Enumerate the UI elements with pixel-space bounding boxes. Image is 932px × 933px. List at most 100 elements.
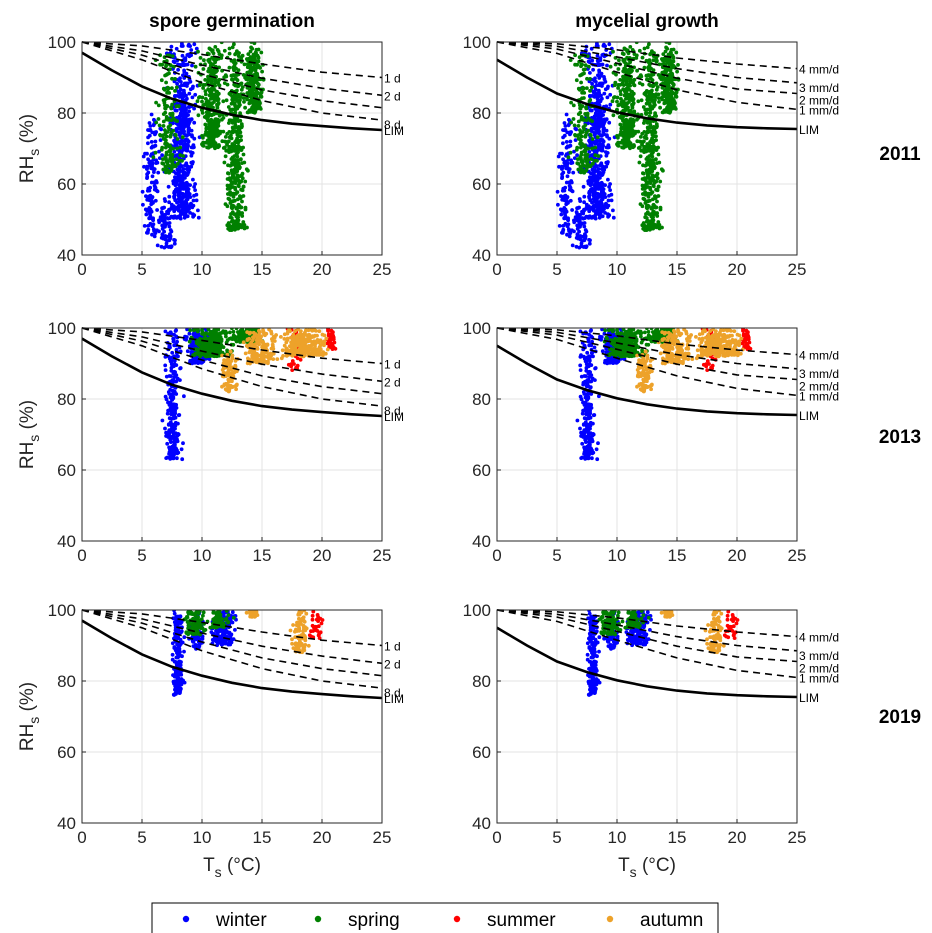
- point-winter: [595, 44, 600, 48]
- point-winter: [576, 236, 581, 241]
- point-autumn: [298, 344, 303, 349]
- point-winter: [153, 229, 157, 234]
- point-winter: [187, 331, 192, 336]
- point-autumn: [255, 354, 260, 358]
- point-winter: [588, 198, 593, 203]
- point-summer: [286, 362, 291, 367]
- point-winter: [157, 156, 162, 161]
- point-spring: [222, 48, 227, 53]
- point-spring: [207, 46, 212, 51]
- point-winter: [184, 144, 189, 149]
- point-winter: [178, 149, 182, 154]
- point-spring: [239, 223, 243, 228]
- point-winter: [596, 130, 600, 134]
- point-autumn: [267, 328, 271, 332]
- point-spring: [173, 133, 178, 138]
- point-winter: [597, 200, 602, 205]
- y-tick-label: 60: [57, 461, 76, 480]
- point-spring: [227, 171, 231, 176]
- point-winter: [150, 201, 155, 206]
- point-winter: [587, 241, 592, 246]
- point-winter: [593, 127, 598, 132]
- point-winter: [178, 127, 183, 132]
- point-spring: [160, 62, 165, 67]
- point-autumn: [274, 333, 278, 337]
- point-winter: [593, 212, 598, 217]
- point-spring: [192, 328, 196, 333]
- point-spring: [168, 134, 173, 139]
- point-winter: [560, 188, 565, 193]
- point-winter: [226, 630, 231, 635]
- point-winter: [607, 136, 612, 141]
- point-autumn: [325, 347, 330, 352]
- point-autumn: [289, 335, 293, 340]
- point-spring: [163, 141, 168, 146]
- point-spring: [201, 135, 205, 140]
- point-winter: [180, 97, 185, 101]
- point-spring: [220, 117, 224, 122]
- point-winter: [150, 130, 155, 135]
- point-spring: [204, 114, 209, 118]
- point-winter: [168, 330, 173, 335]
- point-winter: [580, 216, 584, 220]
- point-autumn: [322, 339, 326, 344]
- point-spring: [240, 199, 244, 204]
- point-winter: [176, 432, 181, 436]
- point-spring: [217, 611, 221, 616]
- point-winter: [574, 127, 579, 132]
- point-winter: [604, 150, 608, 155]
- point-winter: [170, 422, 175, 427]
- point-spring: [228, 178, 233, 183]
- point-spring: [251, 65, 256, 70]
- point-winter: [192, 185, 197, 189]
- point-winter: [568, 139, 573, 144]
- point-autumn: [279, 335, 283, 339]
- point-spring: [170, 76, 174, 81]
- point-spring: [242, 223, 247, 227]
- point-spring: [215, 68, 219, 73]
- point-spring: [161, 161, 166, 166]
- point-winter: [572, 149, 576, 154]
- point-summer: [326, 328, 330, 331]
- point-winter: [588, 176, 593, 181]
- point-winter: [155, 208, 160, 212]
- point-winter: [167, 416, 172, 421]
- point-winter: [176, 421, 180, 426]
- point-winter: [169, 244, 174, 249]
- point-spring: [259, 50, 264, 55]
- x-tick-label: 25: [373, 828, 392, 847]
- point-winter: [180, 181, 185, 186]
- point-winter: [565, 216, 569, 221]
- point-spring: [164, 134, 169, 139]
- point-winter: [200, 637, 205, 641]
- point-spring: [253, 107, 258, 111]
- point-spring: [200, 95, 205, 100]
- point-spring: [231, 60, 236, 65]
- point-winter: [150, 216, 154, 221]
- point-autumn: [311, 328, 315, 332]
- point-winter: [184, 335, 189, 339]
- point-winter: [581, 184, 586, 189]
- point-winter: [578, 234, 583, 238]
- point-spring: [588, 89, 592, 93]
- point-autumn: [245, 343, 249, 348]
- point-winter: [606, 177, 610, 182]
- point-winter: [219, 637, 223, 641]
- point-spring: [226, 140, 230, 145]
- point-spring: [185, 615, 189, 619]
- point-spring: [200, 331, 204, 336]
- point-winter: [582, 221, 587, 225]
- y-tick-label: 100: [48, 33, 76, 52]
- point-winter: [192, 120, 197, 125]
- point-winter: [152, 167, 157, 172]
- point-autumn: [314, 329, 318, 333]
- point-winter: [163, 234, 168, 238]
- point-winter: [168, 437, 173, 442]
- y-axis-label-unit: (%): [17, 114, 38, 149]
- point-winter: [146, 227, 151, 232]
- point-winter: [218, 641, 222, 645]
- point-autumn: [224, 381, 229, 386]
- point-spring: [173, 89, 177, 93]
- point-winter: [565, 195, 570, 199]
- x-tick-label: 0: [77, 828, 86, 847]
